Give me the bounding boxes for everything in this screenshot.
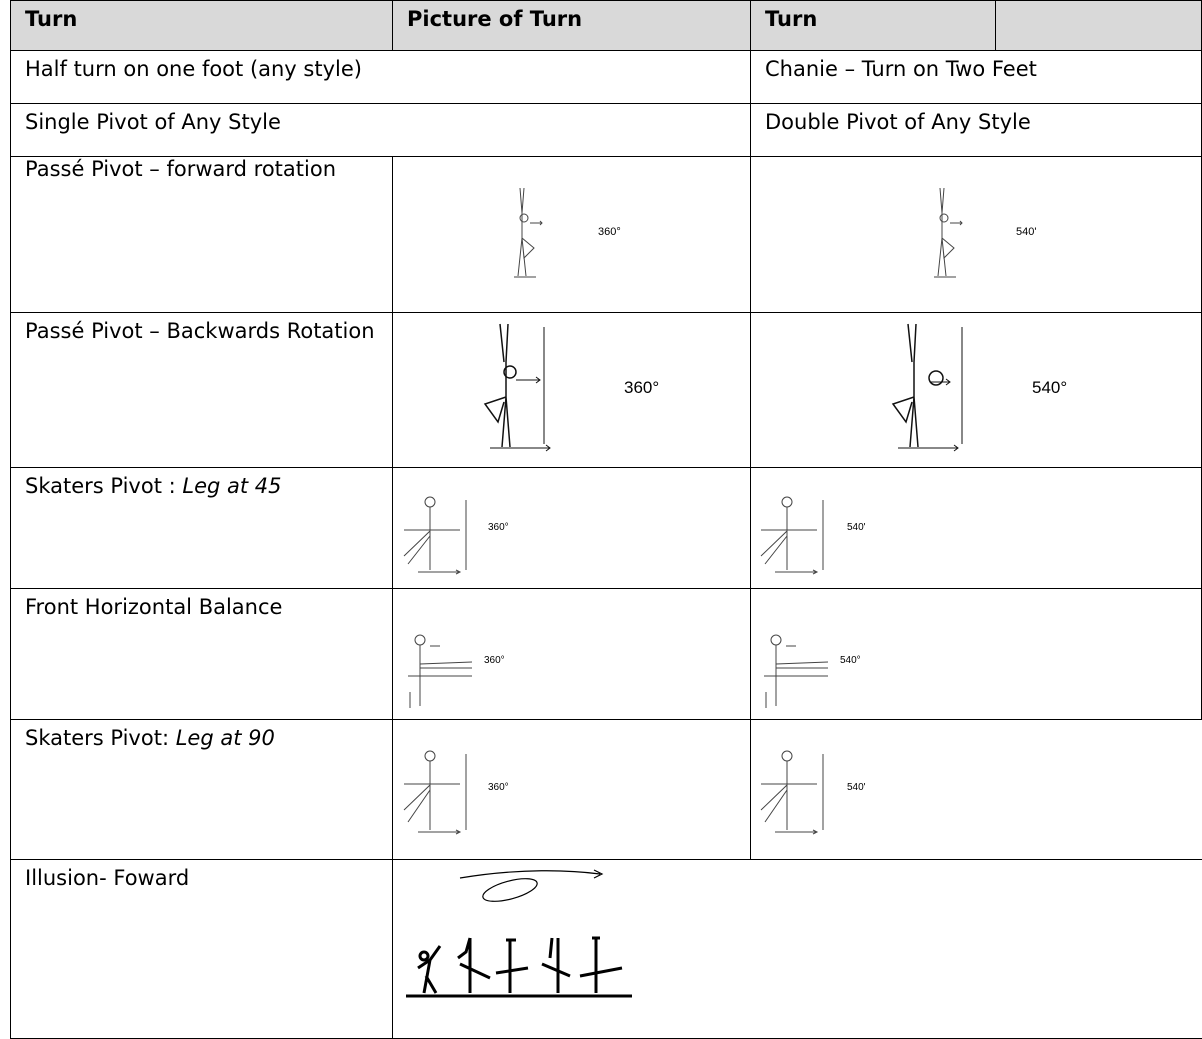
figure-label: 360°	[624, 378, 660, 397]
figure-cell	[750, 156, 1202, 313]
header-cell: Picture of Turn	[392, 0, 751, 51]
figure-label: 540'	[847, 782, 866, 793]
figure-cell	[392, 156, 751, 313]
pivot-sketch	[764, 634, 829, 708]
turn-text: Skaters Pivot :	[25, 474, 176, 498]
turn-note: Leg at 45	[182, 474, 282, 498]
figure-label: 360°	[488, 522, 509, 533]
turn-cell: Illusion- Foward	[10, 859, 393, 1039]
pivot-sketch	[483, 323, 551, 452]
turn-text: Skaters Pivot:	[25, 726, 170, 750]
pivot-sketch	[760, 750, 824, 835]
pivot-sketch	[760, 496, 824, 575]
turn-cell: Passé Pivot – forward rotation	[10, 156, 393, 313]
figure-label: 540°	[1032, 378, 1068, 397]
turn-cell: Single Pivot of Any Style	[10, 103, 751, 157]
pivot-sketch	[403, 496, 467, 575]
pivot-sketch	[403, 750, 467, 835]
header-cell: Turn	[10, 0, 393, 51]
alt-turn-cell: Double Pivot of Any Style	[750, 103, 1202, 157]
pivot-sketch	[934, 188, 963, 278]
turn-cell: Half turn on one foot (any style)	[10, 50, 751, 104]
pivot-sketch	[514, 188, 543, 278]
figure-label: 540'	[847, 522, 866, 533]
figure-label: 360°	[484, 655, 505, 666]
figure-label: 360°	[598, 226, 621, 238]
figure-cell	[392, 312, 751, 468]
pivot-sketch	[408, 634, 473, 708]
turn-cell: Front Horizontal Balance	[10, 588, 393, 720]
alt-turn-cell: Chanie – Turn on Two Feet	[750, 50, 1202, 104]
pivot-sketch	[891, 323, 963, 452]
turn-cell: Passé Pivot – Backwards Rotation	[10, 312, 393, 468]
figure-label: 360°	[488, 782, 509, 793]
figure-label: 540°	[840, 655, 861, 666]
turn-note: Leg at 90	[175, 726, 275, 750]
figure-cell	[750, 312, 1202, 468]
turn-cell: Skaters Pivot : Leg at 45	[10, 467, 393, 589]
illusion-sketch	[406, 869, 632, 998]
figure-label: 540'	[1016, 226, 1037, 238]
turn-cell: Skaters Pivot: Leg at 90	[10, 719, 393, 860]
header-cell	[995, 0, 1202, 51]
header-cell: Turn	[750, 0, 996, 51]
